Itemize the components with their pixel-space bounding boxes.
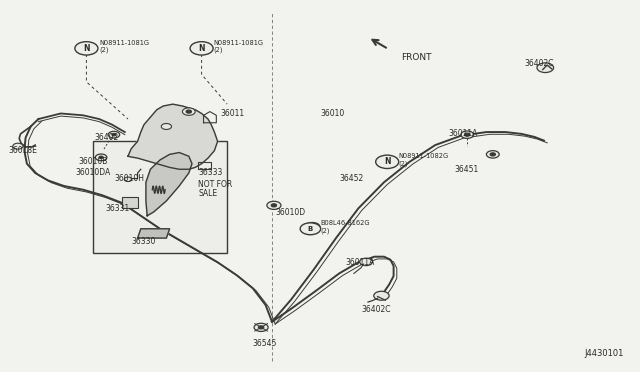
Circle shape [310,225,315,228]
Text: 36010D: 36010D [275,208,305,217]
Text: 36010B: 36010B [79,157,108,166]
Text: N: N [198,44,205,53]
Circle shape [124,177,132,182]
Circle shape [108,131,120,138]
Circle shape [465,133,470,136]
Circle shape [374,291,389,300]
Circle shape [190,42,213,55]
Text: 36330: 36330 [131,237,156,246]
Circle shape [383,157,397,165]
Text: N: N [384,157,390,166]
Text: 36010: 36010 [320,109,344,118]
Text: N08911-1081G
(2): N08911-1081G (2) [99,40,149,53]
Circle shape [537,63,554,73]
Text: 36545: 36545 [253,339,277,348]
Text: SALE: SALE [198,189,218,198]
Text: N: N [83,44,90,53]
Text: 36011A: 36011A [448,129,477,138]
Text: 36011A: 36011A [346,258,375,267]
Circle shape [376,155,399,169]
Text: N08911-1081G
(2): N08911-1081G (2) [213,40,263,53]
Polygon shape [138,229,170,238]
Text: B08L46-8162G
(2): B08L46-8162G (2) [320,220,369,234]
Text: 36011: 36011 [221,109,245,118]
Polygon shape [128,104,218,169]
Text: 36452: 36452 [339,174,364,183]
Circle shape [305,222,320,231]
Circle shape [360,258,372,266]
Bar [122,197,138,208]
Text: B: B [308,226,313,232]
Text: 36331: 36331 [106,204,130,213]
Text: 36402C: 36402C [362,305,391,314]
Circle shape [254,323,268,331]
Circle shape [490,153,495,156]
Text: 36010H: 36010H [114,174,144,183]
Text: NOT FOR: NOT FOR [198,180,233,189]
Circle shape [461,131,474,138]
Text: 36018E: 36018E [8,146,37,155]
Circle shape [271,204,276,207]
Text: 36402C: 36402C [525,59,554,68]
Circle shape [99,156,103,158]
Text: FRONT: FRONT [401,53,432,62]
Text: 36010DA: 36010DA [76,169,111,177]
Polygon shape [146,153,192,216]
Circle shape [95,154,107,161]
Text: 36451: 36451 [454,165,479,174]
Circle shape [486,151,499,158]
Circle shape [112,134,116,136]
Circle shape [388,160,393,163]
Text: N08911-1082G
(2): N08911-1082G (2) [398,153,448,167]
Bar [93,141,227,253]
Circle shape [186,110,191,113]
Circle shape [259,326,264,329]
Circle shape [13,143,23,149]
Circle shape [267,201,281,209]
Circle shape [75,42,98,55]
Circle shape [161,124,172,129]
Text: 36333: 36333 [198,169,223,177]
Circle shape [300,223,321,235]
Circle shape [182,108,195,115]
Text: 36402: 36402 [95,133,119,142]
Text: J4430101: J4430101 [584,349,624,358]
